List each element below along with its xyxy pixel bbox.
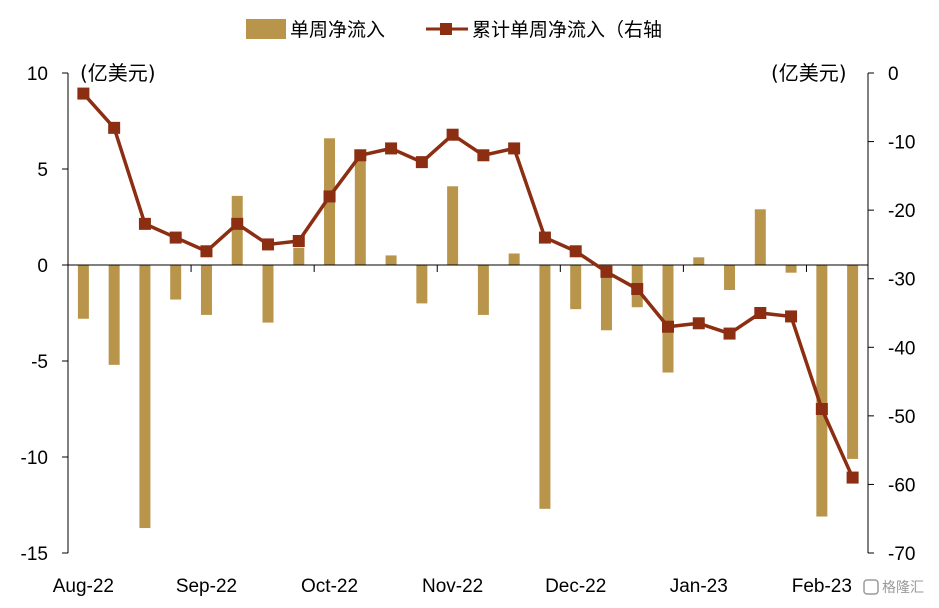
watermark-logo-icon [863, 579, 879, 595]
left-tick-label: -10 [21, 448, 48, 469]
line-marker [262, 238, 274, 251]
x-tick-label: Dec-22 [545, 576, 606, 597]
bar [416, 265, 428, 304]
line-marker [108, 121, 121, 134]
bar [816, 265, 828, 517]
line-marker [231, 217, 244, 230]
line-marker [415, 156, 428, 169]
right-tick-label: 0 [888, 64, 899, 85]
line-marker [600, 265, 613, 278]
legend-bar-label: 单周净流入 [290, 19, 385, 41]
left-tick-label: -5 [31, 352, 48, 373]
x-tick-label: Sep-22 [176, 576, 237, 597]
right-tick-label: -60 [888, 475, 915, 496]
line-marker [77, 87, 90, 100]
legend-bar-swatch [246, 19, 286, 39]
legend-line-label: 累计单周净流入（右轴 [472, 19, 662, 41]
line-marker [508, 142, 521, 155]
x-tick-label: Nov-22 [422, 576, 483, 597]
bar-series [77, 138, 859, 529]
line-marker [385, 142, 398, 155]
line-marker [785, 310, 798, 323]
bar [77, 265, 89, 319]
right-tick-label: -20 [888, 201, 915, 222]
line-marker [323, 190, 336, 203]
x-tick-label: Oct-22 [301, 576, 358, 597]
line-series [77, 87, 859, 484]
line-marker [815, 403, 828, 415]
line-marker [631, 283, 644, 295]
bar [847, 265, 859, 459]
legend: 单周净流入 累计单周净流入（右轴 [246, 19, 662, 41]
left-tick-label: 10 [27, 64, 48, 85]
x-tick-label: Jan-23 [670, 576, 728, 597]
bar [447, 186, 459, 265]
line-marker [692, 317, 705, 330]
line-marker [292, 235, 305, 247]
line-marker [200, 245, 213, 258]
bar [662, 265, 674, 373]
bar [785, 265, 797, 273]
x-tick-label: Feb-23 [792, 576, 852, 597]
watermark-text: 格隆汇 [882, 580, 924, 596]
left-tick-label: 5 [37, 160, 48, 181]
line-marker [354, 149, 367, 162]
line-marker [477, 149, 490, 162]
bar [693, 257, 705, 265]
bar [508, 253, 520, 265]
line-marker [169, 231, 182, 244]
bar [354, 149, 366, 265]
left-axis-unit: (亿美元) [80, 61, 156, 85]
bar [170, 265, 182, 300]
axes [62, 72, 874, 554]
line-marker [846, 471, 859, 484]
cumulative-line [82, 92, 855, 479]
watermark: 格隆汇 [863, 579, 924, 596]
bar [293, 247, 305, 265]
line-marker [446, 128, 459, 141]
bar [539, 265, 551, 509]
right-tick-label: -40 [888, 338, 915, 359]
bar [385, 255, 397, 265]
bar [108, 265, 120, 365]
line-marker [754, 307, 767, 319]
line-marker [569, 245, 582, 258]
right-tick-label: -50 [888, 407, 915, 428]
legend-line-marker [440, 23, 452, 35]
bar [262, 265, 274, 323]
bar [477, 265, 489, 315]
right-tick-label: -70 [888, 544, 915, 565]
line-marker [138, 217, 151, 230]
bar [139, 265, 151, 529]
bar [724, 265, 736, 290]
bar [600, 265, 612, 331]
x-tick-label: Aug-22 [53, 576, 114, 597]
bar [754, 209, 766, 265]
tick-labels: 10 5 0 -5 -10 -15 0 -10 -20 -30 -40 -50 -60 -70 Aug-22… [21, 64, 916, 597]
line-marker [538, 231, 551, 244]
right-axis-unit: (亿美元) [771, 61, 847, 85]
right-tick-label: -10 [888, 133, 915, 154]
bar [231, 195, 243, 265]
bar [570, 265, 582, 310]
line-marker [662, 320, 674, 333]
bar [200, 265, 212, 315]
right-tick-label: -30 [888, 270, 915, 291]
left-tick-label: -15 [21, 544, 48, 565]
left-tick-label: 0 [37, 256, 48, 277]
line-marker [723, 327, 736, 340]
